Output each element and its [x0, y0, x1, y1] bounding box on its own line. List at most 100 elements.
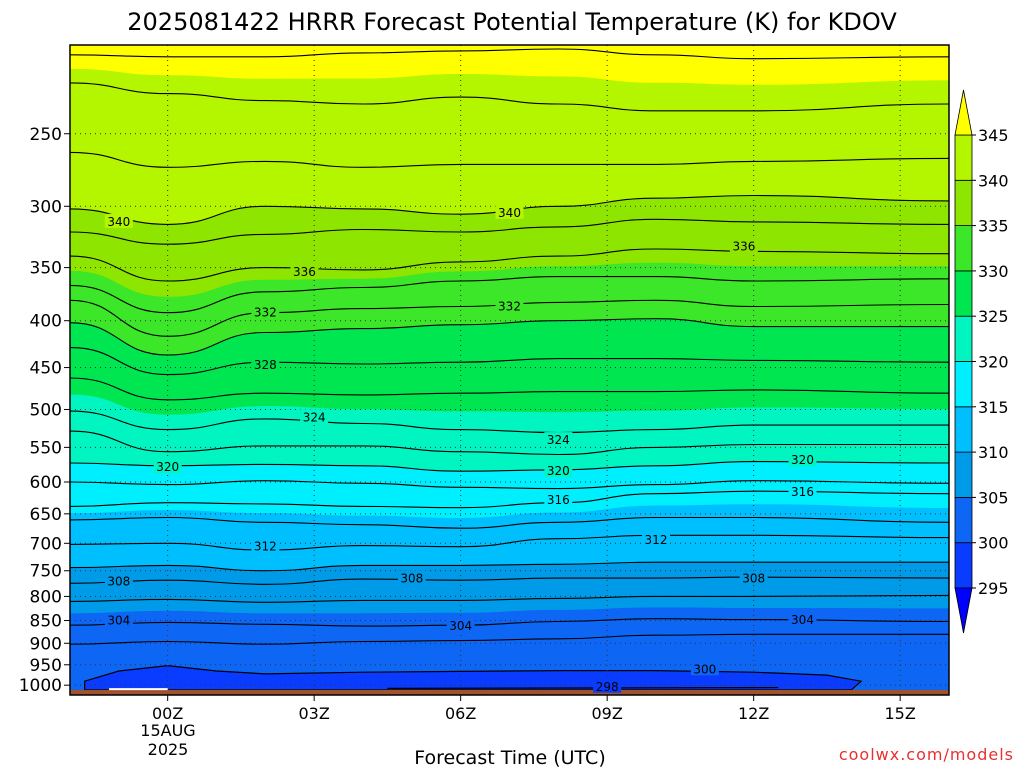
colorbar-bin [954, 451, 973, 498]
y-tick-label: 950 [30, 656, 62, 676]
colorbar-bin [954, 315, 973, 362]
contour-label-bg [300, 409, 329, 424]
contour-label-group: 304 [104, 612, 133, 628]
contour-label-bg [642, 531, 670, 546]
y-tick-label: 850 [30, 612, 62, 632]
plot-frame [69, 44, 950, 696]
contour-label: 316 [791, 485, 814, 499]
y-tick-label: 550 [30, 438, 62, 458]
contour-label-bg [729, 238, 758, 253]
contour-label-group: 320 [544, 463, 573, 478]
contour-label-bg [153, 459, 182, 474]
contour-line [70, 534, 949, 551]
colorbar-bin [954, 406, 973, 453]
contour-line [70, 318, 949, 356]
contour-label: 320 [547, 464, 570, 478]
contour-label-bg [104, 612, 133, 627]
contour-label: 336 [293, 265, 316, 279]
contour-label-bg [544, 463, 573, 478]
y-tick-label: 900 [30, 634, 62, 654]
y-tick-label: 350 [30, 259, 62, 279]
x-tick-label: 03Z [299, 704, 330, 723]
colorbar-label: 295 [978, 579, 1009, 598]
contour-label-bg [495, 204, 524, 219]
contour-line [70, 561, 949, 572]
colorbar-bin [954, 542, 973, 589]
contour-label-group: 304 [788, 612, 817, 627]
colorbar-bin [954, 179, 973, 227]
contour-label-group: 308 [397, 570, 426, 586]
contour-label-bg [544, 432, 573, 447]
contour-label-group: 340 [104, 213, 133, 229]
contour-label-group: 316 [544, 492, 573, 507]
y-tick-label: 800 [30, 587, 62, 607]
contour-label-group: 336 [290, 264, 319, 279]
chart-title: 2025081422 HRRR Forecast Potential Tempe… [127, 8, 897, 36]
contour-label: 304 [449, 619, 472, 633]
contour-line [70, 594, 949, 603]
contour-label-bg [397, 570, 426, 585]
y-tick-label: 450 [30, 359, 62, 379]
contour-line [70, 48, 949, 60]
contour-label-group: 308 [104, 573, 133, 589]
contour-line [70, 430, 949, 456]
y-tick-label: 400 [30, 312, 62, 332]
contour-label: 316 [547, 493, 570, 507]
y-tick-label: 600 [30, 473, 62, 493]
contour-label: 328 [254, 358, 277, 372]
contour-label-group: 332 [495, 298, 524, 314]
colorbar-bin [954, 496, 973, 544]
contour-label-group: 324 [300, 409, 329, 424]
contour-label-bg [251, 356, 280, 371]
contour-line [70, 618, 949, 627]
colorbar-bin [954, 225, 973, 272]
contour-label-group: 308 [739, 570, 768, 586]
contour-label-bg [788, 483, 817, 498]
plot-area: 340 340 336 336 332 332 328 324 324 320 320 320 316 3… [70, 45, 949, 695]
contour-label: 300 [693, 662, 716, 676]
contour-label-group: 300 [690, 661, 719, 676]
contour-line [70, 299, 949, 337]
contour-label: 308 [742, 572, 765, 586]
colorbar-label: 325 [978, 307, 1009, 326]
contour-label: 332 [254, 306, 277, 320]
contour-label: 340 [498, 206, 521, 220]
contour-label-group: 320 [153, 459, 182, 474]
contour-label: 324 [547, 433, 570, 447]
contour-label: 332 [498, 300, 521, 314]
contour-label-bg [290, 264, 319, 279]
contour-label: 320 [791, 453, 814, 467]
contour-line [70, 194, 949, 225]
x-tick-label: 12Z [738, 704, 769, 723]
contour-label-bg [104, 213, 133, 228]
y-tick-label: 300 [30, 197, 62, 217]
cold-pool-region [84, 664, 863, 691]
y-tick-label: 650 [30, 505, 62, 525]
contour-label: 308 [400, 572, 423, 586]
contour-label-group: 332 [251, 304, 280, 320]
contour-label-bg [104, 573, 133, 588]
colorbar-label: 320 [978, 353, 1009, 372]
x-tick-label: 15Z [885, 704, 916, 723]
x-axis-label: Forecast Time (UTC) [414, 747, 605, 768]
colorbar-label: 340 [978, 171, 1009, 190]
contour-label: 304 [107, 614, 130, 628]
colorbar-label: 300 [978, 534, 1009, 553]
contour-label: 312 [645, 533, 668, 547]
contour-label-group: 320 [788, 452, 817, 467]
contour-label-group: 312 [251, 538, 280, 554]
contour-label: 336 [732, 240, 755, 254]
contour-line [70, 218, 949, 245]
colorbar-label: 305 [978, 488, 1009, 507]
contour-line [70, 633, 949, 645]
y-tick-label: 1000 [19, 676, 62, 696]
contour-label-bg [593, 678, 622, 693]
contour-label: 320 [156, 460, 179, 474]
ground-fill [70, 689, 949, 695]
contour-label-bg [544, 492, 573, 507]
contour-label-bg [788, 612, 817, 627]
y-tick-label: 750 [30, 562, 62, 582]
watermark-label: coolwx.com/models [839, 745, 1014, 764]
contour-label-group: 316 [788, 483, 817, 499]
contour-label-bg [251, 538, 280, 553]
